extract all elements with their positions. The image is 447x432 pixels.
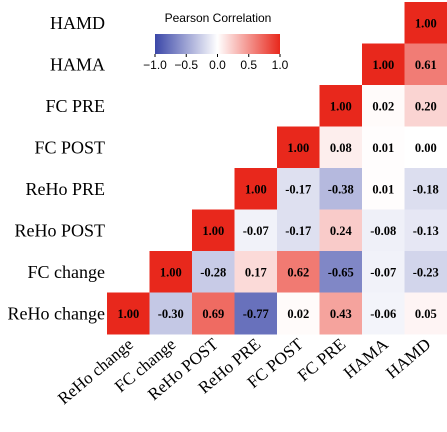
cell-value-label: 1.00 xyxy=(372,58,394,72)
cell-value-label: 1.00 xyxy=(202,224,224,238)
heatmap-cell xyxy=(234,251,278,293)
cell-value-label: 0.62 xyxy=(287,265,309,279)
heatmap-cell xyxy=(362,292,405,335)
legend-tick-label: −0.5 xyxy=(174,58,198,72)
legend-tick-label: 1.0 xyxy=(272,58,289,72)
heatmap-cell xyxy=(404,43,447,86)
cell-value-label: 0.08 xyxy=(330,141,352,155)
heatmap-cell xyxy=(319,292,363,335)
cell-value-label: 0.20 xyxy=(415,99,437,113)
heatmap-cell xyxy=(404,2,447,44)
cell-value-label: 1.00 xyxy=(415,16,437,30)
cell-value-label: 1.00 xyxy=(245,182,267,196)
cell-value-label: 0.61 xyxy=(415,58,437,72)
cell-value-label: -0.06 xyxy=(370,307,396,321)
cell-value-label: -0.17 xyxy=(285,182,311,196)
heatmap-cell xyxy=(277,292,320,335)
heatmap-cell xyxy=(404,209,447,252)
heatmap-cell xyxy=(192,209,235,252)
cell-value-label: 0.69 xyxy=(202,307,224,321)
cell-value-label: 1.00 xyxy=(160,265,182,279)
heatmap-cell xyxy=(277,209,320,252)
heatmap-cell xyxy=(149,251,193,293)
column-label-hamd: HAMD xyxy=(382,335,434,383)
cell-value-label: 0.17 xyxy=(245,265,267,279)
cell-value-label: -0.77 xyxy=(243,307,269,321)
heatmap-cell xyxy=(319,209,363,252)
column-label-hama: HAMA xyxy=(340,334,393,382)
heatmap-cell xyxy=(192,251,235,293)
heatmap-cell xyxy=(362,85,405,127)
heatmap-cell xyxy=(234,168,278,210)
cell-value-label: 0.02 xyxy=(372,99,394,113)
heatmap-cell xyxy=(362,209,405,252)
row-label-fc-post: FC POST xyxy=(34,137,105,157)
row-label-hama: HAMA xyxy=(50,54,105,74)
heatmap-cell xyxy=(362,251,405,293)
heatmap-cell xyxy=(234,292,278,335)
heatmap-cell xyxy=(319,168,363,210)
row-label-reho-post: ReHo POST xyxy=(14,220,105,240)
cell-value-label: -0.07 xyxy=(370,265,396,279)
cell-value-label: -0.38 xyxy=(328,182,354,196)
cell-value-label: 0.43 xyxy=(330,307,352,321)
legend-colorbar xyxy=(155,34,280,54)
cell-value-label: 0.01 xyxy=(372,182,394,196)
heatmap-cell xyxy=(192,292,235,335)
color-legend: Pearson Correlation −1.0 −0.5 0.0 0.5 1.0 xyxy=(143,11,289,72)
row-label-fc-pre: FC PRE xyxy=(45,96,105,116)
heatmap-cell xyxy=(277,168,320,210)
cell-value-label: 0.24 xyxy=(330,224,353,238)
heatmap-cell xyxy=(319,251,363,293)
cell-value-label: 0.05 xyxy=(415,307,437,321)
cell-value-label: -0.08 xyxy=(370,224,396,238)
cell-value-label: -0.65 xyxy=(328,265,354,279)
heatmap-cell xyxy=(404,251,447,293)
heatmap-cell xyxy=(362,168,405,210)
cell-value-label: 0.01 xyxy=(372,141,394,155)
cell-value-label: 1.00 xyxy=(330,99,352,113)
heatmap-cell xyxy=(362,43,405,86)
heatmap-cell xyxy=(404,85,447,127)
heatmap-cell xyxy=(319,126,363,169)
row-label-reho-change: ReHo change xyxy=(8,303,105,323)
cell-value-label: -0.18 xyxy=(413,182,439,196)
cell-value-label: -0.28 xyxy=(200,265,226,279)
heatmap-cell xyxy=(277,126,320,169)
heatmap-cell xyxy=(149,292,193,335)
heatmap-cell xyxy=(404,126,447,169)
cell-value-label: -0.23 xyxy=(413,265,439,279)
legend-tick-label: 0.5 xyxy=(240,58,257,72)
cell-value-label: -0.30 xyxy=(158,307,184,321)
cell-value-label: 1.00 xyxy=(117,307,139,321)
cell-value-label: 0.02 xyxy=(287,307,309,321)
heatmap-cell xyxy=(234,209,278,252)
column-label-fc-pre: FC PRE xyxy=(294,335,349,386)
heatmap-cell xyxy=(404,168,447,210)
heatmap-cell xyxy=(319,85,363,127)
row-label-fc-change: FC change xyxy=(28,262,105,282)
cell-value-label: -0.17 xyxy=(285,224,311,238)
heatmap-cell xyxy=(362,126,405,169)
cell-value-label: 0.00 xyxy=(415,141,437,155)
heatmap-cell xyxy=(107,292,150,335)
legend-tick-label: −1.0 xyxy=(143,58,167,72)
cell-value-label: -0.13 xyxy=(413,224,439,238)
cell-value-label: 1.00 xyxy=(287,141,309,155)
legend-title: Pearson Correlation xyxy=(165,11,272,25)
heatmap-cell xyxy=(277,251,320,293)
cell-value-label: -0.07 xyxy=(243,224,269,238)
legend-tick-label: 0.0 xyxy=(209,58,226,72)
heatmap-cell xyxy=(404,292,447,335)
row-label-reho-pre: ReHo PRE xyxy=(25,179,105,199)
row-label-hamd: HAMD xyxy=(50,13,105,33)
